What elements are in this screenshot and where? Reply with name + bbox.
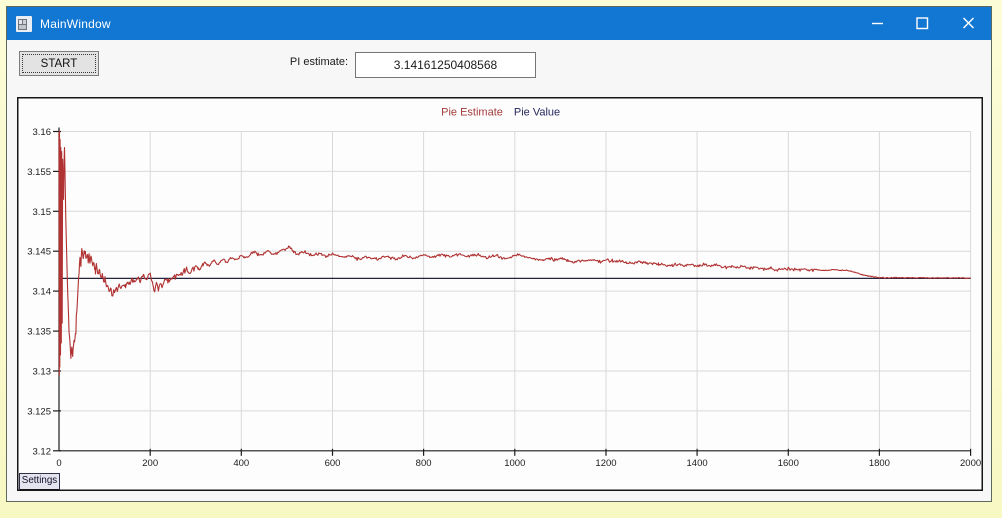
svg-text:0: 0 [56, 458, 61, 469]
svg-text:200: 200 [142, 458, 158, 469]
svg-text:Pie Value: Pie Value [514, 107, 560, 119]
svg-text:1200: 1200 [595, 458, 616, 469]
svg-text:800: 800 [416, 458, 432, 469]
svg-text:3.14: 3.14 [33, 287, 52, 298]
svg-text:Pie Estimate: Pie Estimate [441, 107, 503, 119]
svg-text:1000: 1000 [504, 458, 525, 469]
svg-text:1600: 1600 [778, 458, 799, 469]
svg-text:1400: 1400 [687, 458, 708, 469]
svg-text:3.135: 3.135 [27, 327, 51, 338]
svg-text:3.145: 3.145 [27, 247, 51, 258]
svg-text:3.155: 3.155 [27, 167, 51, 178]
svg-text:3.13: 3.13 [33, 367, 52, 378]
svg-text:3.16: 3.16 [33, 127, 52, 138]
svg-text:600: 600 [325, 458, 341, 469]
svg-text:400: 400 [233, 458, 249, 469]
svg-text:3.12: 3.12 [33, 446, 52, 457]
svg-text:1800: 1800 [869, 458, 890, 469]
svg-text:3.15: 3.15 [33, 207, 52, 218]
svg-text:3.125: 3.125 [27, 406, 51, 417]
svg-text:2000: 2000 [960, 458, 981, 469]
